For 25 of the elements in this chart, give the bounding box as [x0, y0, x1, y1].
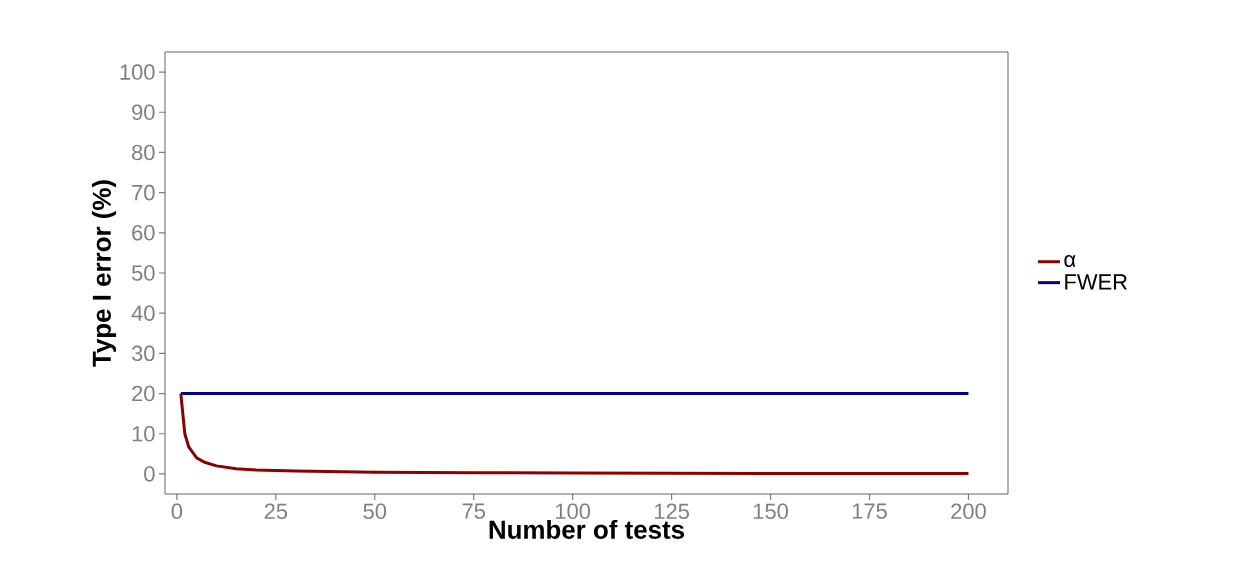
x-tick-label: 50 — [363, 503, 387, 520]
y-tick-label: 100 — [120, 64, 155, 80]
x-tick-label: 25 — [264, 503, 288, 520]
y-tick-label: 10 — [132, 425, 155, 442]
x-tick-label: 125 — [654, 503, 689, 520]
y-tick-label: 70 — [132, 184, 155, 201]
x-tick-label: 0 — [171, 503, 183, 520]
y-axis-title: Type I error (%) — [91, 180, 117, 367]
x-tick-label: 175 — [852, 503, 887, 519]
y-tick-label: 80 — [132, 144, 155, 161]
y-tick-label: 30 — [131, 345, 155, 362]
y-tick-label: 20 — [132, 385, 155, 402]
x-tick-label: 75 — [462, 503, 485, 519]
x-tick-label: 150 — [753, 503, 788, 520]
legend-label: α — [1064, 255, 1076, 268]
x-tick-label: 100 — [556, 503, 591, 520]
y-tick-label: 0 — [144, 466, 155, 482]
y-tick-label: 60 — [132, 225, 155, 241]
line-series — [179, 392, 970, 476]
x-tick-label: 200 — [951, 503, 986, 520]
x-axis-title: Number of tests — [489, 519, 684, 539]
y-tick-label: 90 — [132, 104, 155, 121]
legend-label: FWER — [1065, 274, 1127, 290]
y-tick-label: 50 — [131, 265, 155, 281]
y-tick-label: 40 — [131, 305, 155, 321]
